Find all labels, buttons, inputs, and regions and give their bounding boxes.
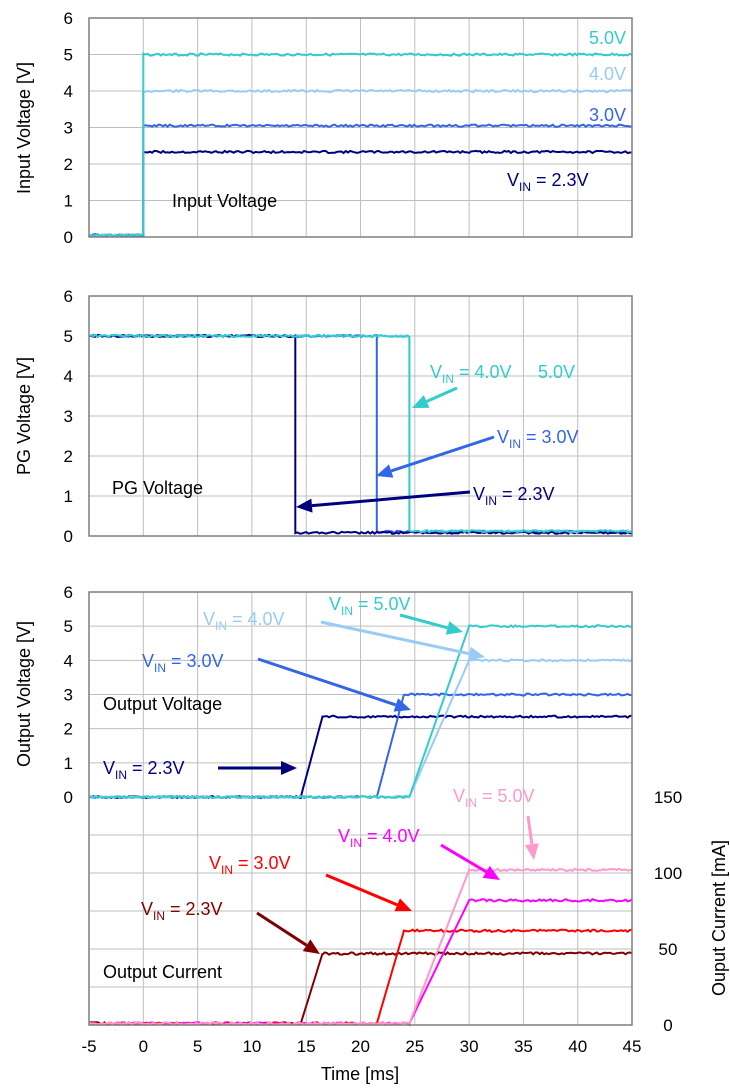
output-ytick-label: 2 bbox=[64, 720, 73, 739]
pg-ytick-label: 6 bbox=[64, 287, 73, 306]
pg-label-3v: VIN = 3.0V bbox=[497, 427, 579, 451]
input-label-3v: 3.0V bbox=[589, 105, 626, 125]
outi-label-2-3v: VIN = 2.3V bbox=[141, 899, 223, 923]
output-current-panel-label: Output Current bbox=[103, 962, 222, 982]
pg-arrow-5v bbox=[412, 386, 458, 408]
outv-arrow-5v bbox=[399, 613, 463, 635]
time-xtick-label: 10 bbox=[242, 1037, 261, 1056]
time-xtick-label: 20 bbox=[351, 1037, 370, 1056]
input-ytick-label: 4 bbox=[64, 82, 73, 101]
pg-ytick-label: 2 bbox=[64, 447, 73, 466]
outi-arrow-4v bbox=[440, 843, 500, 880]
pg-arrow-3v bbox=[376, 435, 495, 478]
output-ytick-label: 6 bbox=[64, 583, 73, 602]
arrow-layer bbox=[218, 386, 539, 954]
outv-arrow-3v bbox=[257, 657, 411, 712]
current-y-axis-title: Ouput Current [mA] bbox=[709, 840, 729, 996]
pg-y-axis-title: PG Voltage [V] bbox=[14, 357, 34, 475]
time-xtick-label: 15 bbox=[297, 1037, 316, 1056]
pg-label-4v: VIN = 4.0V bbox=[430, 362, 512, 386]
plot-frame bbox=[88, 591, 633, 1026]
pg-label-2-3v: VIN = 2.3V bbox=[473, 484, 555, 508]
input-ytick-label: 1 bbox=[64, 192, 73, 211]
time-xtick-label: 40 bbox=[568, 1037, 587, 1056]
outi-arrow-3v bbox=[325, 873, 412, 912]
pg-ytick-label: 1 bbox=[64, 487, 73, 506]
data-layer bbox=[88, 52, 633, 1027]
outv-arrow-4v bbox=[320, 620, 485, 661]
output-ytick-label: 5 bbox=[64, 617, 73, 636]
input-series-line bbox=[88, 88, 633, 238]
current-ytick-label: 100 bbox=[654, 864, 682, 883]
pg-ytick-label: 5 bbox=[64, 327, 73, 346]
outv-label-2-3v: VIN = 2.3V bbox=[103, 758, 185, 782]
input-series-line bbox=[88, 149, 632, 238]
outi-arrow-5v bbox=[524, 815, 539, 860]
pg-label-5v: 5.0V bbox=[538, 362, 575, 382]
plot-frame bbox=[88, 17, 633, 238]
pg-ytick-label: 4 bbox=[64, 367, 73, 386]
input-label-5v: 5.0V bbox=[589, 28, 626, 48]
time-xtick-label: -5 bbox=[81, 1037, 96, 1056]
outv-label-3v: VIN = 3.0V bbox=[142, 651, 224, 675]
current-ytick-label: 50 bbox=[659, 940, 678, 959]
input-series-line bbox=[88, 123, 633, 238]
time-xtick-label: 0 bbox=[139, 1037, 148, 1056]
outv-label-5v: VIN = 5.0V bbox=[329, 594, 411, 618]
time-xtick-label: 5 bbox=[193, 1037, 202, 1056]
input-ytick-label: 5 bbox=[64, 46, 73, 65]
frame-layer bbox=[88, 17, 633, 1026]
output-voltage-panel-label: Output Voltage bbox=[103, 694, 222, 714]
input-ytick-label: 6 bbox=[64, 9, 73, 28]
output-y-axis-title: Output Voltage [V] bbox=[14, 621, 34, 767]
time-xtick-label: 25 bbox=[405, 1037, 424, 1056]
time-x-axis-title: Time [ms] bbox=[321, 1064, 399, 1084]
plot-frame bbox=[88, 295, 633, 537]
outi-label-5v: VIN = 5.0V bbox=[453, 786, 535, 810]
time-xtick-label: 45 bbox=[623, 1037, 642, 1056]
output-ytick-label: 0 bbox=[64, 788, 73, 807]
output-ytick-label: 4 bbox=[64, 651, 73, 670]
output-ytick-label: 1 bbox=[64, 754, 73, 773]
input-label-2-3v: VIN = 2.3V bbox=[507, 170, 589, 194]
outi-label-4v: VIN = 4.0V bbox=[338, 826, 420, 850]
output-voltage-line bbox=[88, 624, 633, 800]
input-ytick-label: 3 bbox=[64, 119, 73, 138]
input-ytick-label: 2 bbox=[64, 155, 73, 174]
outi-arrow-2-3v bbox=[256, 911, 320, 954]
pg-arrow-2-3v bbox=[296, 490, 471, 513]
outi-label-3v: VIN = 3.0V bbox=[209, 853, 291, 877]
input-panel-label: Input Voltage bbox=[172, 191, 277, 211]
input-series-line bbox=[88, 52, 633, 238]
outv-label-4v: VIN = 4.0V bbox=[203, 609, 285, 633]
current-ytick-label: 0 bbox=[663, 1016, 672, 1035]
input-label-4v: 4.0V bbox=[589, 64, 626, 84]
output-current-line bbox=[88, 867, 633, 1026]
current-ytick-label: 150 bbox=[654, 788, 682, 807]
pg-ytick-label: 0 bbox=[64, 527, 73, 546]
output-ytick-label: 3 bbox=[64, 686, 73, 705]
time-xtick-label: 30 bbox=[460, 1037, 479, 1056]
input-ytick-label: 0 bbox=[64, 228, 73, 247]
pg-panel-label: PG Voltage bbox=[112, 478, 203, 498]
pg-ytick-label: 3 bbox=[64, 407, 73, 426]
input-y-axis-title: Input Voltage [V] bbox=[14, 62, 34, 194]
time-xtick-label: 35 bbox=[514, 1037, 533, 1056]
outv-arrow-2-3v bbox=[218, 761, 297, 775]
pg-series-line bbox=[88, 333, 633, 534]
